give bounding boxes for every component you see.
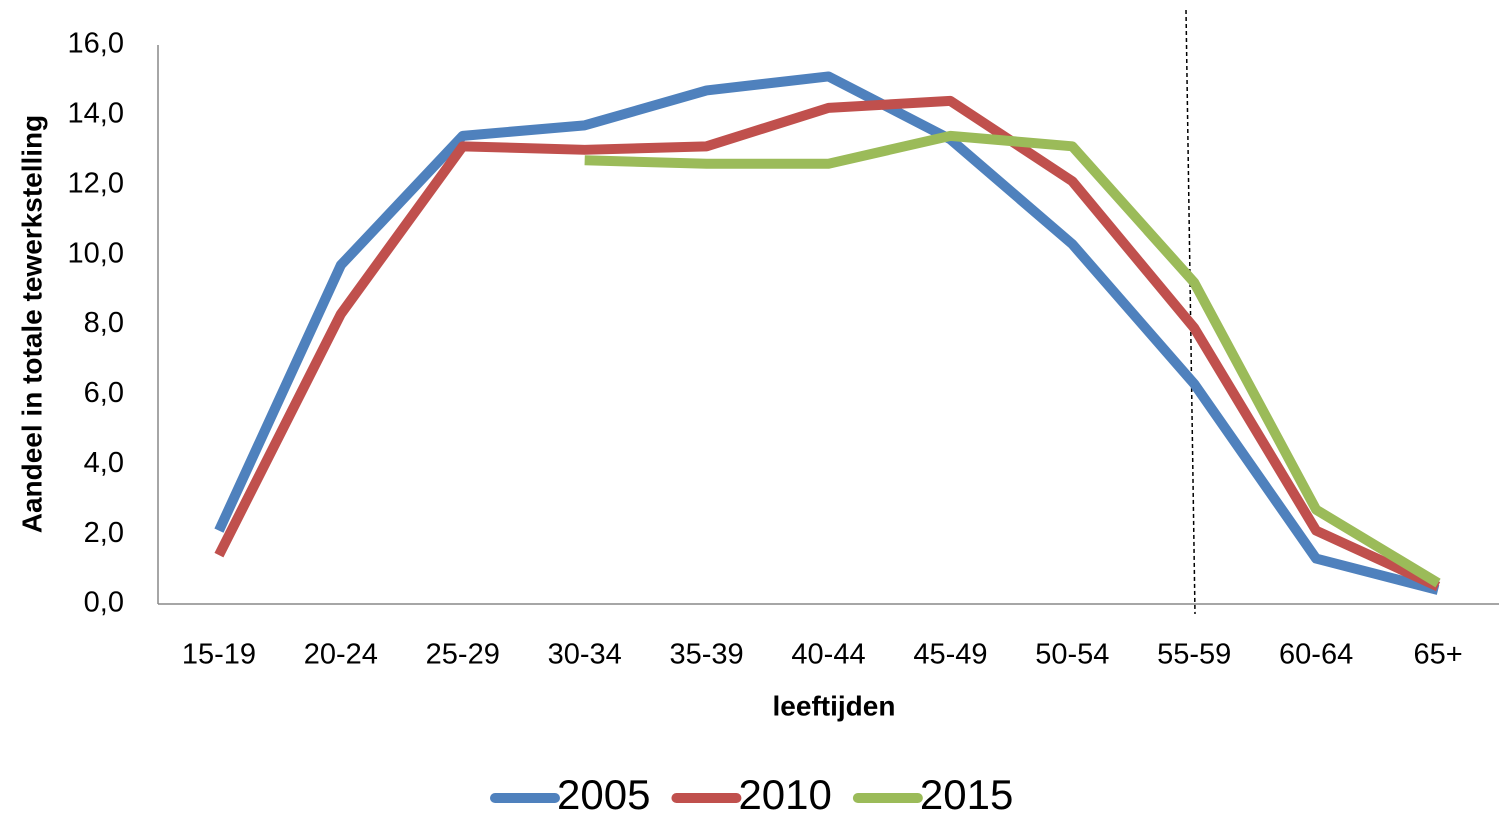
legend-label: 2005 — [557, 771, 650, 816]
y-tick-label: 14,0 — [68, 98, 124, 130]
y-tick-label: 2,0 — [84, 517, 124, 549]
reference-line — [1185, 9, 1196, 615]
y-tick-label: 8,0 — [84, 307, 124, 339]
y-tick-label: 4,0 — [84, 447, 124, 479]
x-tick-label: 45-49 — [913, 639, 987, 671]
x-tick-label: 40-44 — [791, 639, 865, 671]
y-tick-label: 0,0 — [84, 587, 124, 619]
series-line — [214, 95, 1441, 592]
x-tick-label: 55-59 — [1157, 639, 1231, 671]
legend-label: 2010 — [738, 771, 831, 816]
x-tick-label: 30-34 — [548, 639, 622, 671]
x-tick-label: 15-19 — [182, 639, 256, 671]
y-axis-title: Aandeel in totale tewerkstelling — [16, 115, 47, 534]
series-line — [214, 71, 1440, 595]
x-axis-title: leeftijden — [773, 690, 896, 721]
x-tick-label: 50-54 — [1035, 639, 1109, 671]
y-tick-label: 10,0 — [68, 237, 124, 269]
y-tick-label: 16,0 — [68, 28, 124, 60]
x-tick-label: 60-64 — [1279, 639, 1353, 671]
x-tick-label: 25-29 — [426, 639, 500, 671]
y-tick-label: 12,0 — [68, 167, 124, 199]
series-line — [584, 130, 1441, 588]
x-tick-label: 35-39 — [670, 639, 744, 671]
x-tick-label: 20-24 — [304, 639, 378, 671]
x-tick-label: 65+ — [1413, 639, 1462, 671]
y-tick-label: 6,0 — [84, 377, 124, 409]
legend-label: 2015 — [920, 771, 1013, 816]
